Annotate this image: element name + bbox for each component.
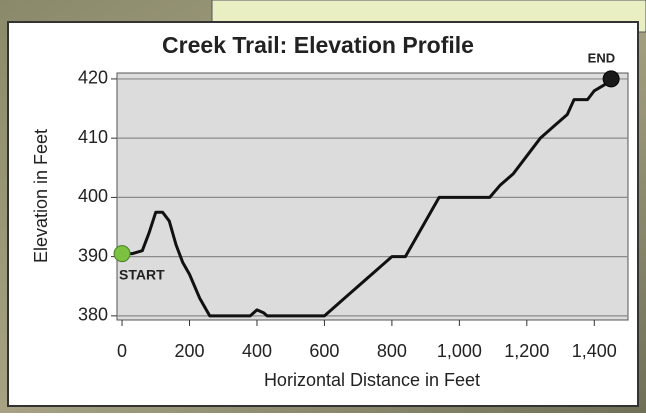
y-tick-label: 380	[78, 305, 108, 325]
chart-title: Creek Trail: Elevation Profile	[162, 32, 474, 58]
y-tick-label: 420	[78, 68, 108, 88]
x-axis-label: Horizontal Distance in Feet	[264, 370, 480, 390]
x-tick-label: 1,000	[437, 341, 482, 361]
y-axis-label: Elevation in Feet	[31, 129, 51, 263]
x-tick-label: 200	[174, 341, 204, 361]
start-marker	[113, 245, 131, 263]
y-tick-label: 410	[78, 127, 108, 147]
y-tick-label: 400	[78, 186, 108, 206]
x-tick-label: 600	[309, 341, 339, 361]
start-label: START	[119, 266, 165, 282]
end-label: END	[588, 50, 615, 65]
x-tick-label: 1,200	[504, 341, 549, 361]
x-tick-label: 800	[377, 341, 407, 361]
end-marker	[602, 70, 620, 88]
y-tick-label: 390	[78, 245, 108, 265]
x-tick-label: 0	[117, 341, 127, 361]
x-tick-label: 1,400	[572, 341, 617, 361]
plot-area	[116, 72, 629, 321]
elevation-line	[122, 77, 613, 318]
x-tick-label: 400	[242, 341, 272, 361]
